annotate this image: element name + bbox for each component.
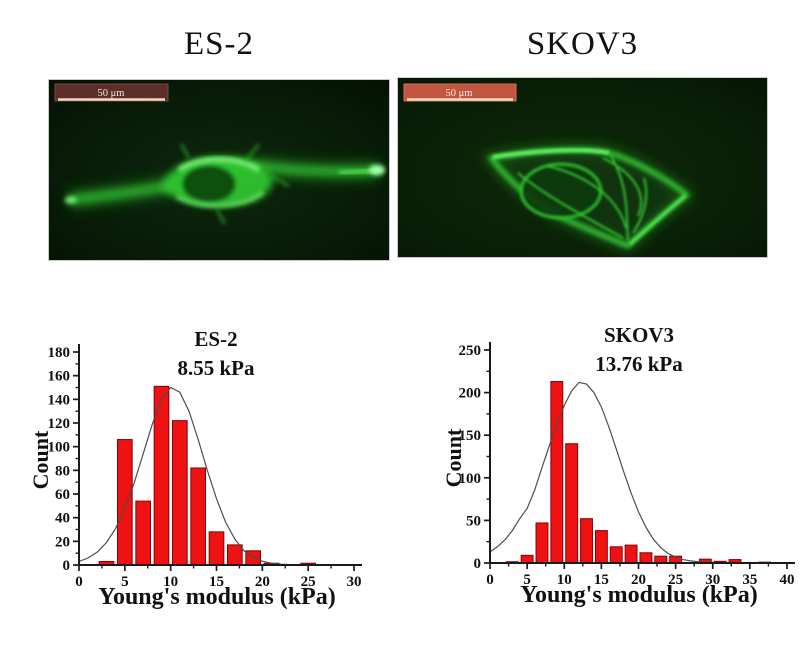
histogram-bar: [117, 439, 133, 566]
histogram-bar: [535, 522, 549, 564]
histogram-bar: [565, 443, 579, 564]
skov3-x-axis-label: Young's modulus (kPa): [520, 582, 758, 608]
y-tick-label: 150: [459, 428, 482, 444]
y-tick-label: 250: [459, 343, 482, 359]
histogram-bar: [227, 544, 243, 566]
es2-cell-graphic: 50 μm: [49, 80, 389, 260]
y-tick-label: 100: [459, 471, 482, 487]
x-tick-label: 25: [668, 572, 683, 588]
es2-panel-title: ES-2: [184, 26, 254, 62]
y-tick-label: 60: [55, 487, 70, 503]
y-tick-label: 200: [459, 386, 482, 402]
x-tick-label: 0: [486, 572, 494, 588]
skov3-histogram-subtitle: 13.76 kPa: [595, 352, 683, 376]
histogram-bar: [639, 552, 653, 564]
skov3-fluorescence-image: 50 μm: [397, 77, 768, 258]
y-tick-label: 40: [55, 511, 70, 527]
x-tick-label: 15: [594, 572, 609, 588]
es2-y-axis-label: Count: [28, 430, 53, 490]
y-tick-label: 180: [48, 345, 71, 361]
histogram-bar: [190, 467, 207, 566]
histogram-bar: [609, 546, 623, 564]
skov3-scale-bar: 50 μm: [403, 83, 517, 102]
skov3-histogram-panel: 0 5 10 15 20 25 30 35 40 0 50 100 150 200 250 SKOV3 13…: [420, 320, 800, 642]
axes: [489, 342, 795, 564]
skov3-cell-graphic: 50 μm: [398, 78, 767, 257]
histogram-bar: [580, 518, 593, 564]
x-tick-label: 5: [523, 572, 531, 588]
skov3-histogram-plot: 0 5 10 15 20 25 30 35 40 0 50 100 150 200 250: [459, 342, 795, 588]
histogram-bar: [172, 420, 188, 566]
skov3-y-axis-label: Count: [441, 428, 466, 488]
skov3-histogram-title: SKOV3: [603, 323, 674, 347]
x-tick-label: 20: [255, 574, 270, 590]
es2-histogram-subtitle: 8.55 kPa: [177, 356, 255, 380]
histogram-bar: [550, 381, 564, 564]
y-tick-label: 140: [48, 392, 71, 408]
y-tick-label: 0: [63, 558, 71, 574]
y-tick-label: 100: [48, 440, 71, 456]
y-tick-label: 80: [55, 463, 70, 479]
es2-histogram-plot: 0 5 10 15 20 25 30 0 20 40 60 80 100 120 140 160 180: [48, 344, 363, 590]
es2-fluorescence-image: 50 μm: [48, 79, 390, 261]
histogram-bar: [135, 500, 152, 566]
es2-histogram-panel: 0 5 10 15 20 25 30 0 20 40 60 80 100 120 140 160 180 ES-…: [28, 322, 380, 642]
x-tick-label: 20: [631, 572, 646, 588]
y-tick-label: 50: [466, 513, 481, 529]
es2-scale-bar: 50 μm: [54, 83, 169, 102]
histogram-bar: [520, 554, 534, 564]
x-tick-label: 0: [75, 574, 83, 590]
gaussian-fit-curve: [489, 381, 787, 564]
y-tick-label: 160: [48, 369, 71, 385]
x-tick-label: 25: [301, 574, 316, 590]
y-tick-label: 20: [55, 534, 70, 550]
y-tick-label: 120: [48, 416, 71, 432]
histogram-bar: [208, 531, 225, 566]
histogram-bar: [624, 544, 638, 564]
x-tick-label: 15: [209, 574, 224, 590]
x-tick-label: 10: [163, 574, 178, 590]
es2-x-axis-label: Young's modulus (kPa): [98, 584, 336, 610]
histogram-bar: [654, 555, 668, 564]
x-tick-label: 40: [780, 572, 795, 588]
x-tick-label: 35: [742, 572, 757, 588]
y-tick-label: 0: [474, 556, 482, 572]
skov3-panel-title: SKOV3: [526, 26, 639, 62]
es2-scale-bar-label: 50 μm: [98, 88, 125, 99]
x-tick-label: 30: [705, 572, 720, 588]
x-tick-label: 10: [557, 572, 572, 588]
x-tick-label: 30: [347, 574, 362, 590]
x-tick-label: 5: [121, 574, 128, 590]
histogram-bar: [594, 530, 608, 564]
es2-histogram-title: ES-2: [194, 327, 238, 351]
skov3-scale-bar-label: 50 μm: [446, 88, 473, 99]
